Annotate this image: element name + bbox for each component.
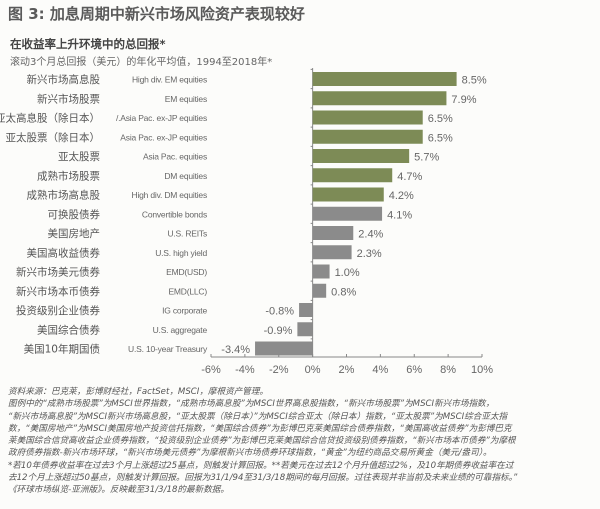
chart-subtitle: 在收益率上升环境中的总回报* (10, 37, 166, 51)
footnote-line: 政府债券指数-新兴市场环球，“新兴市场美元债券”为摩根新兴市场债券环球指数，“黄… (8, 448, 492, 459)
category-label-en: U.S. high yield (155, 248, 207, 258)
data-label: 2.4% (358, 229, 383, 241)
bar (297, 322, 313, 337)
category-label-en: /.Asia Pac. ex-JP equities (116, 113, 207, 123)
bar (312, 129, 423, 144)
x-tick-label: -6% (201, 364, 221, 376)
bar (312, 110, 423, 125)
bar (312, 187, 384, 202)
category-label-cn: 美国高收益债券 (27, 246, 101, 259)
data-label: 5.7% (414, 152, 439, 164)
footnote-line: 莱美国综合信贷高收益企业债券指数，“投资级别企业债券”为彭博巴克莱美国综合信贷投… (8, 436, 516, 447)
category-label-en: Convertible bonds (142, 209, 207, 219)
x-tick-label: 10% (471, 364, 493, 376)
x-tick-label: -2% (269, 364, 289, 376)
figure-title: 图 3: 加息周期中新兴市场风险资产表现较好 (8, 5, 305, 23)
category-label-en: EMD(LLC) (168, 286, 207, 296)
bar (312, 149, 410, 163)
footnote-line: 资料来源：巴克莱，彭博财经社，FactSet，MSCI，摩根资产管理。 (8, 387, 269, 397)
x-tick-label: -4% (235, 364, 255, 376)
data-label: 4.2% (389, 190, 414, 202)
category-label-en: U.S. 10-year Treasury (128, 344, 208, 354)
category-label-cn: 亚太股票（除日本） (6, 131, 101, 144)
x-tick-label: 8% (440, 364, 456, 376)
footnote-line: 《环球市场纵览-亚洲版》。反映截至31/3/18的最新数据。 (8, 485, 229, 496)
footnote-line: *若10年债券收益率在过去3个月上涨超过25基点，则触发计算回报。**若美元在过… (8, 460, 514, 471)
category-label-cn: 可换股债券 (48, 208, 101, 221)
footnotes: 资料来源：巴克莱，彭博财经社，FactSet，MSCI，摩根资产管理。图例中的“… (8, 386, 598, 497)
data-label: 4.1% (387, 209, 412, 221)
data-label: 0.8% (331, 286, 356, 298)
category-label-en: EM equities (165, 94, 207, 104)
category-label-cn: 投资级别企业债券 (16, 304, 100, 317)
bar (255, 341, 313, 356)
bar (312, 264, 330, 279)
data-label: 4.7% (397, 171, 422, 183)
category-label-cn: 新兴市场股票 (37, 92, 100, 105)
category-label-en: U.S. aggregate (153, 325, 208, 335)
bar (312, 91, 447, 106)
footnote-line: “新兴市场高息股”为MSCI新兴市场高息股，“亚太股票（除日本）”为MSCI综合… (8, 411, 508, 422)
category-label-en: High div. DM equities (132, 190, 207, 200)
data-label: 2.3% (357, 248, 382, 260)
footnote-line: 去12个月上涨超过50基点，则触发计算回报。回报为31/1/94至31/3/18… (8, 473, 518, 484)
footnote-line: 数，“美国房地产”为MSCI美国房地产投资信托指数，“美国综合债券”为彭博巴克莱… (8, 423, 512, 434)
data-label: -0.9% (264, 325, 293, 337)
category-label-en: U.S. REITs (167, 229, 207, 239)
data-label: 8.5% (462, 75, 487, 87)
category-label-cn: 美国综合债券 (37, 323, 100, 336)
category-label-cn: 新兴市场本币债券 (16, 285, 100, 298)
bar (312, 72, 457, 86)
category-label-cn: 亚太股票 (58, 150, 100, 163)
data-label: -3.4% (221, 344, 250, 356)
data-label: 6.5% (428, 113, 453, 125)
bar (312, 245, 352, 260)
chart-description: 滚动3个月总回报（美元）的年化平均值，1994至2018年* (10, 57, 273, 68)
bar (312, 206, 383, 221)
category-label-en: IG corporate (162, 306, 207, 316)
data-label: 1.0% (335, 267, 360, 279)
category-label-cn: 美国10年期国债 (24, 343, 100, 356)
category-label-cn: 新兴市场高息股 (27, 73, 101, 86)
category-label-en: Asia Pac. ex-JP equities (120, 132, 207, 142)
x-tick-label: 6% (406, 364, 422, 376)
category-label-cn: 亚太高息股（除日本） (0, 112, 100, 125)
data-label: 6.5% (428, 132, 453, 144)
data-label: 7.9% (451, 94, 476, 106)
footnote-line: 图例中的“成熟市场股票”为MSCI世界指数，“成熟市场高息股”为MSCI世界高息… (8, 399, 495, 410)
data-label: -0.8% (265, 306, 294, 318)
bar (312, 168, 393, 183)
category-label-en: DM equities (164, 171, 207, 181)
category-label-en: EMD(USD) (166, 267, 207, 277)
bar (299, 303, 313, 317)
category-label-en: High div. EM equities (132, 75, 207, 85)
bar (312, 283, 327, 298)
x-tick-label: 0% (305, 364, 321, 376)
bar (312, 226, 354, 240)
x-tick-label: 4% (372, 364, 388, 376)
x-tick-label: 2% (339, 364, 355, 376)
bar-chart: 新兴市场高息股 High div. EM equities 8.5% 新兴市场股票 EM… (0, 68, 493, 376)
category-label-cn: 成熟市场高息股 (27, 189, 101, 202)
category-label-cn: 成熟市场股票 (37, 169, 100, 182)
category-label-cn: 新兴市场美元债券 (16, 266, 100, 279)
category-label-cn: 美国房地产 (48, 227, 101, 240)
category-label-en: Asia Pac. equities (143, 152, 207, 162)
